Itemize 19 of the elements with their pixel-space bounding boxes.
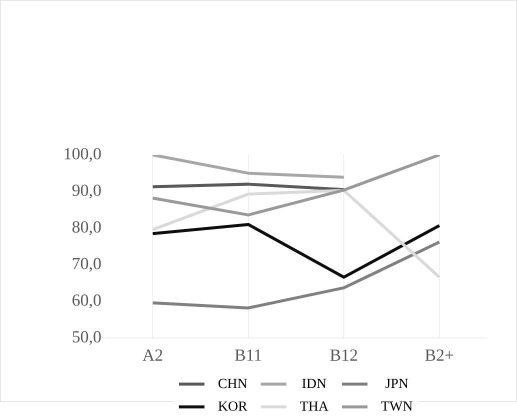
legend-label: TWN bbox=[381, 401, 412, 411]
x-tick-label: B11 bbox=[234, 349, 262, 361]
line-series bbox=[151, 222, 441, 279]
legend-label: CHN bbox=[218, 378, 248, 388]
y-tick-label: 50,0 bbox=[72, 330, 101, 345]
legend-label: JPN bbox=[386, 378, 408, 388]
x-tick-label: B2+ bbox=[425, 349, 454, 361]
x-tick-label: A2 bbox=[142, 349, 162, 361]
line-series bbox=[151, 154, 441, 216]
y-tick-label: 100,0 bbox=[64, 148, 101, 162]
legend-label: THA bbox=[300, 401, 328, 411]
legend-label: IDN bbox=[302, 378, 326, 388]
y-tick-label: 60,0 bbox=[72, 294, 101, 308]
y-tick-label: 70,0 bbox=[72, 258, 101, 272]
y-tick-label: 90,0 bbox=[72, 184, 101, 198]
x-tick-label: B12 bbox=[330, 349, 358, 361]
legend-label: KOR bbox=[218, 401, 248, 411]
y-tick-label: 80,0 bbox=[72, 221, 101, 235]
line-series bbox=[151, 240, 441, 310]
